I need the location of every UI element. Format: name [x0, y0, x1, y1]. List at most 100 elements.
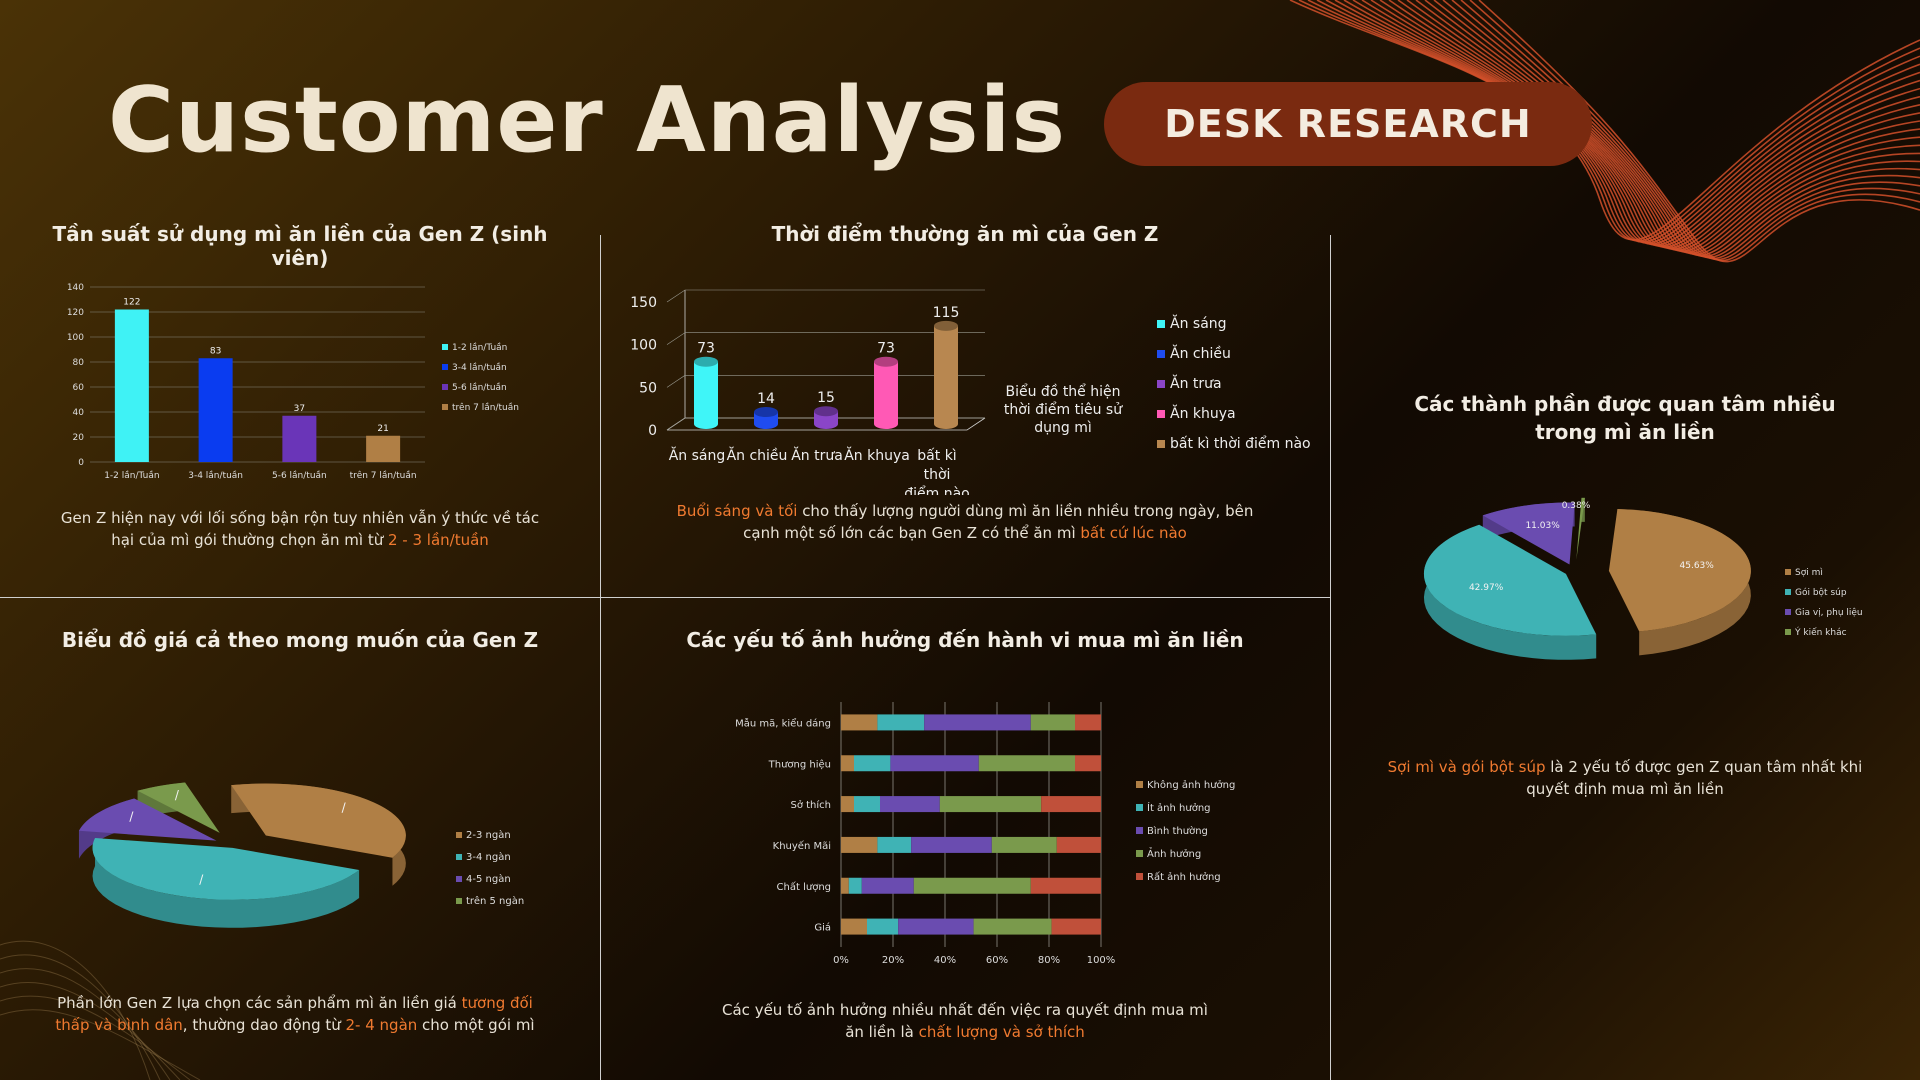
legend-swatch [1136, 873, 1143, 880]
price-pie-chart: / / / / 2-3 ngàn 3-4 ngàn 4-5 ngàn trên 5 ngàn [78, 782, 524, 928]
legend-label: Gia vị, phụ liệu [1795, 607, 1863, 618]
price-caption-text-1: Phần lớn Gen Z lựa chọn các sản phẩm mì … [57, 994, 462, 1012]
stacked-segment [913, 877, 1031, 894]
bar [366, 435, 401, 462]
factors-stacked-bar-chart: 0% 20% 40% 60% 80% 100% Mẫu mã, kiểu dáng Thươn… [735, 702, 1235, 966]
cylinder-top [874, 356, 898, 367]
pie-data-label: 45.63% [1680, 561, 1715, 571]
components-pie-chart: 45.63% 42.97% 11.03%0.38% Sợi mì Gói bột súp… [1423, 497, 1863, 660]
pie-data-label: 42.97% [1469, 583, 1504, 593]
legend-swatch [1157, 320, 1165, 328]
wave-line [1361, 0, 1920, 249]
pie-data-label: / [129, 810, 134, 824]
wave-line [1334, 0, 1920, 246]
gridline [666, 289, 985, 303]
page-title: Customer Analysis [108, 68, 1067, 173]
divider-horizontal [0, 597, 1330, 598]
legend-swatch [1136, 804, 1143, 811]
price-caption-highlight-2: 2- 4 ngàn [345, 1016, 418, 1034]
legend-swatch [1157, 440, 1165, 448]
stacked-segment [877, 836, 912, 853]
cylinder-bar [694, 361, 718, 429]
stacked-segment [973, 918, 1052, 935]
stacked-segment [1075, 755, 1101, 772]
price-caption-highlight-1: tương đối thấp và bình dân [55, 994, 533, 1034]
frequency-caption-highlight: 2 - 3 lần/tuần [387, 531, 489, 549]
corner-wave-line [0, 954, 161, 1080]
components-caption-text: là 2 yếu tố được gen Z quan tâm nhất khi… [1526, 758, 1863, 798]
stacked-segment [991, 836, 1057, 853]
legend-label: Ăn chiều [1170, 344, 1231, 362]
factors-caption-highlight: chất lượng và sở thích [918, 1023, 1085, 1041]
y-tick-label: 0 [648, 423, 657, 439]
pie-data-label: 11.03% [1525, 521, 1560, 531]
y-tick-label: 60 [73, 383, 85, 393]
x-tick-label: bất kì [917, 448, 956, 464]
stacked-segment [854, 755, 891, 772]
legend-label: 5-6 lần/tuần [452, 382, 507, 393]
stacked-segment [841, 714, 878, 731]
axis-floor [667, 417, 986, 431]
legend-label: trên 7 lần/tuần [452, 402, 519, 413]
legend-swatch [1157, 380, 1165, 388]
stacked-segment [1056, 836, 1101, 853]
y-tick-label: 100 [67, 333, 84, 343]
legend-label: 4-5 ngàn [466, 873, 511, 885]
pie-slice [1608, 508, 1751, 632]
stacked-segment [1030, 877, 1101, 894]
bar [282, 415, 317, 462]
y-tick-label: 140 [67, 283, 84, 293]
legend-label: Ít ảnh hưởng [1147, 801, 1211, 814]
cylinder-bar [874, 361, 898, 429]
stacked-segment [861, 877, 914, 894]
stacked-segment [841, 796, 854, 813]
pie-slice-side [92, 838, 360, 928]
x-tick-label: 0% [833, 955, 849, 966]
stacked-segment [1041, 796, 1101, 813]
data-label: 115 [933, 305, 960, 321]
bar [114, 309, 149, 462]
wave-line [1343, 0, 1920, 247]
pie-slice [1576, 497, 1585, 560]
stacked-segment [848, 877, 862, 894]
legend-swatch [456, 832, 462, 838]
stacked-segment [841, 755, 854, 772]
gridline [666, 332, 985, 345]
y-tick-label: Sở thích [790, 799, 831, 811]
y-tick-label: 0 [78, 458, 84, 468]
wave-line [1298, 0, 1920, 242]
data-label: 37 [294, 404, 305, 414]
stacked-segment [841, 836, 878, 853]
legend-swatch [1785, 589, 1791, 595]
factors-panel-title: Các yếu tố ảnh hưởng đến hành vi mua mì … [686, 628, 1244, 652]
components-caption-highlight: Sợi mì và gói bột súp [1387, 758, 1546, 776]
frequency-caption-text: Gen Z hiện nay với lối sống bận rộn tuy … [60, 509, 540, 549]
pie-data-label: / [342, 801, 347, 815]
x-tick-label: 1-2 lần/Tuần [104, 470, 159, 481]
stacked-segment [898, 918, 974, 935]
legend-label: Ảnh hưởng [1147, 846, 1201, 860]
time-bar-chart: 0 50 100 150 73 Ăn sáng 14 Ăn chiều 15 Ăn trưa 73 Ă… [630, 289, 1311, 495]
pie-slice [78, 798, 217, 841]
pie-data-label: 0.38% [1562, 501, 1591, 511]
wave-line [1316, 0, 1920, 244]
data-label: 21 [377, 424, 388, 434]
y-tick-label: Chất lượng [777, 881, 831, 893]
wave-line [1370, 0, 1920, 250]
chart-annotation: Biểu đồ thể hiện [1005, 383, 1120, 400]
frequency-bar-chart: 0 20 40 60 80 100 120 140 122 1-2 lần/Tuần 83 3-4 l… [67, 283, 519, 481]
cylinder-bar [934, 325, 958, 429]
legend-label: Ăn trưa [1170, 374, 1222, 392]
stacked-segment [978, 755, 1075, 772]
stacked-segment [841, 918, 867, 935]
legend-label: bất kì thời điểm nào [1170, 435, 1311, 452]
pie-slice [137, 782, 220, 833]
legend-label: Ăn khuya [1170, 404, 1236, 422]
y-tick-label: 120 [67, 308, 84, 318]
time-panel-title: Thời điểm thường ăn mì của Gen Z [771, 222, 1159, 246]
y-tick-label: 20 [73, 433, 85, 443]
data-label: 122 [123, 298, 140, 308]
x-tick-label: thời [924, 467, 951, 483]
divider-vertical-right [1330, 235, 1331, 1080]
